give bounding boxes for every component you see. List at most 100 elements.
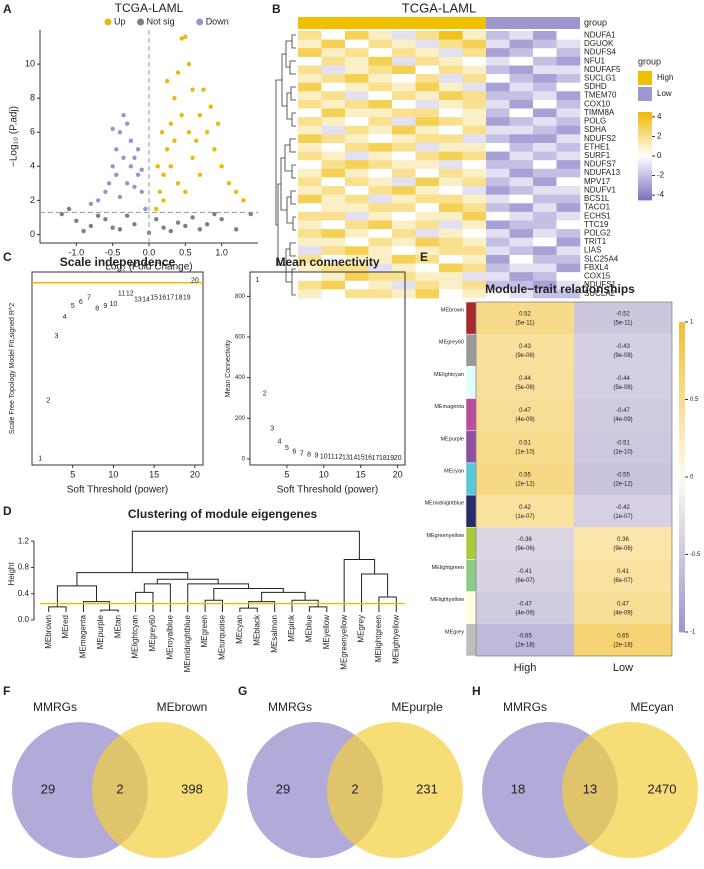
point bbox=[175, 70, 181, 75]
heatmap-cell bbox=[345, 211, 369, 221]
heatmap-cell bbox=[509, 280, 534, 290]
point-label: 2 bbox=[46, 398, 50, 405]
row-color bbox=[465, 623, 477, 657]
chart-title: TCGA-LAML bbox=[115, 1, 184, 15]
panel-letter: E bbox=[420, 250, 428, 264]
heatmap-cell bbox=[392, 108, 416, 118]
heatmap-cell bbox=[439, 186, 463, 195]
heatmap-cell bbox=[486, 39, 510, 49]
region-count: 2 bbox=[116, 781, 123, 796]
cell-pvalue: (6e-07) bbox=[613, 578, 632, 584]
point bbox=[161, 172, 166, 178]
point-label: 18 bbox=[175, 295, 183, 302]
y-axis-label: Mean Connectivity bbox=[225, 339, 232, 397]
heatmap-cell bbox=[345, 74, 369, 83]
gene-label: ETHE1 bbox=[584, 142, 610, 151]
heatmap-cell bbox=[345, 229, 369, 239]
heatmap-cell bbox=[556, 151, 581, 161]
heatmap-cell bbox=[486, 263, 510, 273]
heatmap-cell bbox=[345, 48, 369, 58]
heatmap-cell bbox=[415, 220, 440, 230]
point bbox=[212, 211, 217, 217]
colorbar-segment bbox=[638, 114, 652, 117]
heatmap-cell bbox=[415, 134, 440, 144]
leaf-label: MEpink bbox=[287, 614, 296, 642]
colorbar-segment bbox=[638, 192, 652, 195]
point bbox=[168, 164, 173, 169]
heatmap-cell bbox=[462, 151, 487, 161]
point bbox=[168, 121, 173, 126]
cell-pvalue: (1e-07) bbox=[613, 514, 632, 520]
heatmap-cell bbox=[415, 168, 440, 178]
heatmap-cell bbox=[462, 39, 487, 49]
heatmap-cell bbox=[462, 160, 487, 170]
heatmap-cell bbox=[392, 117, 416, 127]
heatmap-cell bbox=[298, 254, 322, 264]
heatmap-cell bbox=[321, 229, 346, 239]
row-dendrogram bbox=[275, 34, 296, 296]
heatmap-cell bbox=[415, 91, 440, 101]
legend-label: Not sig bbox=[147, 16, 175, 26]
colorbar-segment bbox=[679, 427, 685, 434]
colorbar-segment bbox=[638, 166, 652, 169]
cell-pvalue: (9e-06) bbox=[613, 546, 632, 552]
heatmap-cell bbox=[439, 168, 463, 178]
legend-swatch bbox=[638, 87, 652, 101]
heatmap-cell bbox=[556, 272, 581, 282]
row-label: MEgrey bbox=[445, 629, 464, 635]
heatmap-cell bbox=[439, 91, 463, 101]
leaf-label: MEgrey bbox=[357, 615, 366, 643]
colorbar-segment bbox=[638, 150, 652, 153]
heatmap-cell bbox=[439, 272, 463, 282]
heatmap-cell bbox=[486, 177, 510, 187]
heatmap-cell bbox=[392, 254, 416, 264]
heatmap-cell bbox=[439, 246, 463, 256]
gene-label: NFU1 bbox=[584, 56, 605, 65]
x-tick-label: -1.0 bbox=[69, 247, 85, 257]
cell-value: -0.43 bbox=[616, 344, 630, 350]
heatmap-cell bbox=[415, 48, 440, 58]
heatmap-cell bbox=[345, 91, 369, 101]
cell-pvalue: (5e-08) bbox=[613, 385, 632, 391]
heatmap-cell bbox=[368, 160, 393, 170]
point bbox=[110, 164, 115, 169]
heatmap-cell bbox=[298, 56, 322, 66]
cell-pvalue: (5e-11) bbox=[516, 321, 535, 327]
heatmap-cell bbox=[509, 142, 534, 152]
heatmap-cell bbox=[321, 254, 346, 264]
point bbox=[179, 113, 184, 118]
heatmap-cell bbox=[556, 56, 581, 66]
heatmap-cell bbox=[345, 39, 369, 49]
point bbox=[81, 228, 86, 234]
heatmap-cell bbox=[298, 65, 322, 75]
colorbar-segment bbox=[638, 156, 652, 159]
panel-letter: G bbox=[238, 684, 247, 698]
heatmap-cell bbox=[321, 82, 346, 92]
x-tick-label: 20 bbox=[393, 469, 403, 479]
colorbar-segment bbox=[679, 601, 685, 608]
point bbox=[121, 113, 126, 118]
colorbar-segment bbox=[638, 182, 652, 185]
point bbox=[117, 194, 123, 200]
heatmap-cell bbox=[486, 117, 510, 127]
point bbox=[95, 198, 101, 203]
colorbar-segment bbox=[638, 152, 652, 155]
heatmap-cell bbox=[509, 91, 534, 101]
point bbox=[128, 164, 134, 169]
cell-value: -0.55 bbox=[616, 473, 630, 479]
panel-letter: F bbox=[3, 684, 10, 698]
heatmap-cell bbox=[533, 108, 557, 118]
heatmap-cell bbox=[368, 134, 393, 144]
heatmap-cell bbox=[574, 430, 672, 463]
heatmap-cell bbox=[533, 263, 557, 273]
gene-label: SLC25A4 bbox=[584, 254, 619, 263]
heatmap-cell bbox=[321, 117, 346, 127]
group-bar bbox=[298, 17, 486, 29]
point-label: 16 bbox=[158, 295, 166, 302]
colorbar-segment bbox=[638, 190, 652, 193]
heatmap-cell bbox=[298, 237, 322, 247]
heatmap-cell bbox=[574, 302, 672, 335]
heatmap-cell bbox=[368, 263, 393, 273]
heatmap-cell bbox=[298, 108, 322, 118]
heatmap-cell bbox=[439, 39, 463, 49]
